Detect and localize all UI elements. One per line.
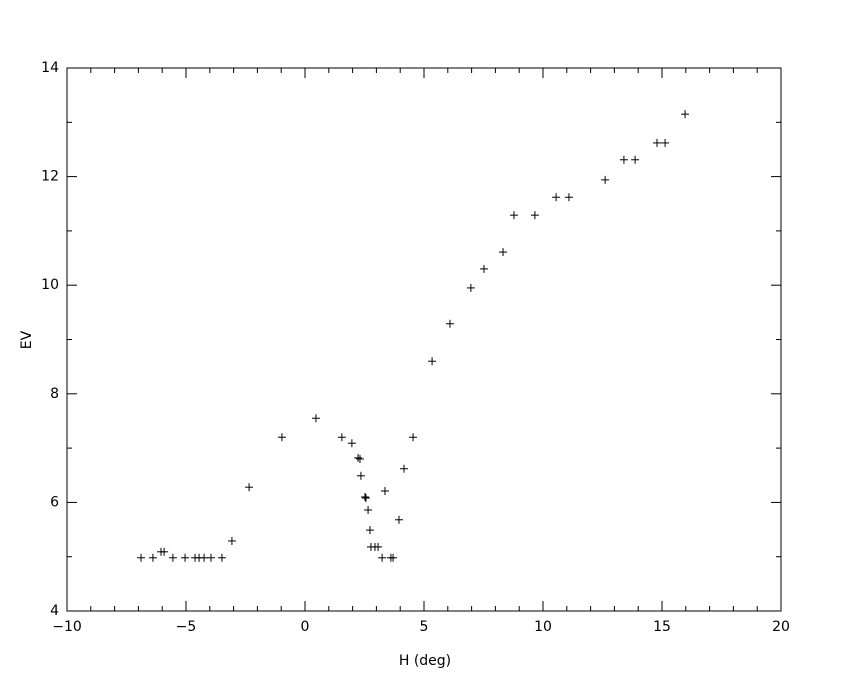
point <box>364 506 373 515</box>
point <box>428 357 437 366</box>
point <box>277 433 286 442</box>
y-tick-label: 12 <box>41 169 59 185</box>
point <box>552 193 561 202</box>
y-tick-label: 6 <box>50 494 59 510</box>
point <box>530 211 539 220</box>
point <box>360 492 369 501</box>
x-tick-label: −5 <box>176 619 197 635</box>
point <box>619 155 628 164</box>
point <box>217 553 226 562</box>
point <box>409 433 418 442</box>
x-tick-label: 0 <box>301 619 310 635</box>
x-tick-label: −10 <box>52 619 82 635</box>
y-tick-label: 14 <box>41 60 59 76</box>
point <box>479 264 488 273</box>
point <box>681 110 690 119</box>
y-tick-label: 8 <box>50 386 59 402</box>
y-axis-label: EV <box>19 330 35 349</box>
point <box>400 464 409 473</box>
point <box>200 553 209 562</box>
point <box>601 175 610 184</box>
point <box>227 536 236 545</box>
point <box>160 547 169 556</box>
point <box>148 553 157 562</box>
point <box>661 138 670 147</box>
point <box>168 553 177 562</box>
point <box>389 553 398 562</box>
x-tick-label: 10 <box>534 619 552 635</box>
y-tick-label: 10 <box>41 277 59 293</box>
point <box>445 319 454 328</box>
point <box>245 483 254 492</box>
x-axis-label: H (deg) <box>399 653 451 669</box>
point <box>466 283 475 292</box>
point <box>311 414 320 423</box>
x-tick-label: 5 <box>420 619 429 635</box>
y-tick-label: 4 <box>50 603 59 619</box>
point <box>354 453 363 462</box>
point <box>361 494 370 503</box>
point <box>380 486 389 495</box>
x-tick-label: 15 <box>653 619 671 635</box>
point <box>499 248 508 257</box>
point <box>374 542 383 551</box>
point <box>337 433 346 442</box>
point <box>356 471 365 480</box>
plot-frame <box>66 67 782 612</box>
point <box>564 193 573 202</box>
point <box>378 553 387 562</box>
point <box>206 553 215 562</box>
point <box>181 553 190 562</box>
point <box>355 454 364 463</box>
point <box>365 526 374 535</box>
point <box>509 211 518 220</box>
point <box>395 515 404 524</box>
x-tick-label: 20 <box>772 619 790 635</box>
point <box>137 553 146 562</box>
point <box>631 155 640 164</box>
point <box>653 138 662 147</box>
point <box>347 439 356 448</box>
